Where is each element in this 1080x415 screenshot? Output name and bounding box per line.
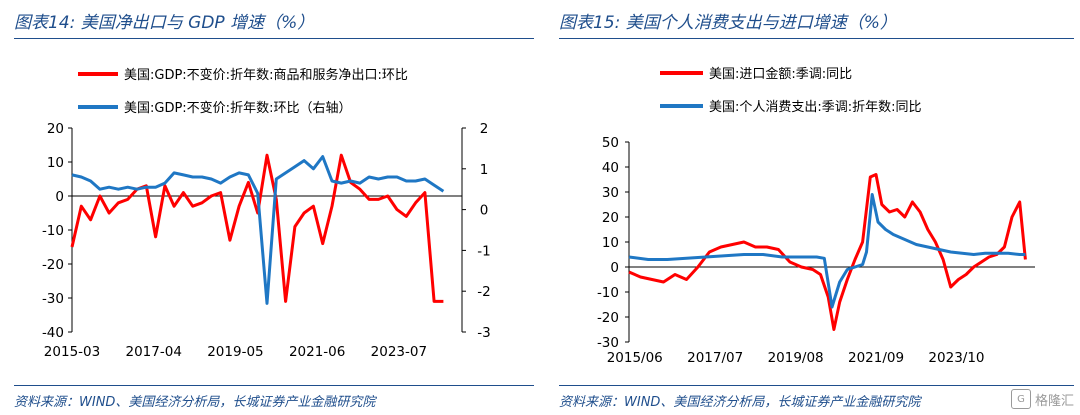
x-tick-label: 2019/08 (768, 350, 824, 366)
y-right-tick-label: 2 (480, 121, 489, 137)
y-tick-label: -10 (597, 285, 619, 301)
y-tick-label: 0 (610, 260, 619, 276)
gdp-growth-line (71, 155, 445, 305)
y-left-tick-label: -10 (42, 223, 64, 239)
y-tick-label: 30 (602, 185, 619, 201)
x-tick-label: 2017/07 (687, 350, 743, 366)
pce-yoy-line (628, 193, 1026, 309)
y-tick-label: 10 (602, 235, 619, 251)
right-source-divider (559, 385, 1074, 386)
right-chart-panel: 图表15: 美国个人消费支出与进口增速（%） 美国:进口金额:季调:同比美国:个… (545, 0, 1080, 415)
y-left-tick-label: 0 (55, 189, 64, 205)
legend-label: 美国:GDP:不变价:折年数:环比（右轴） (124, 100, 351, 116)
left-chart-title: 图表14: 美国净出口与 GDP 增速（%） (14, 13, 315, 33)
x-tick-label: 2021/09 (848, 350, 904, 366)
x-tick-label: 2021-06 (289, 344, 345, 360)
y-tick-label: 40 (602, 160, 619, 176)
y-left-tick-label: 20 (47, 121, 64, 137)
y-tick-label: 50 (602, 135, 619, 151)
y-right-tick-label: -1 (477, 243, 490, 259)
y-tick-label: -30 (597, 335, 619, 351)
left-source-divider (14, 385, 534, 386)
left-chart: 美国:GDP:不变价:折年数:商品和服务净出口:环比美国:GDP:不变价:折年数… (42, 67, 491, 360)
legend-label: 美国:个人消费支出:季调:折年数:同比 (709, 100, 922, 115)
imports-yoy-line (628, 173, 1027, 331)
y-right-tick-label: 1 (480, 162, 489, 178)
x-tick-label: 2023-07 (371, 344, 427, 360)
x-tick-label: 2015-03 (44, 344, 100, 360)
x-tick-label: 2019-05 (207, 344, 263, 360)
right-title-divider (559, 38, 1074, 39)
watermark-text: 格隆汇 (1034, 393, 1074, 409)
y-tick-label: -20 (597, 310, 619, 326)
y-left-tick-label: -20 (42, 257, 64, 273)
watermark-logo-icon: G (1010, 389, 1031, 409)
left-source-note: 资料来源：WIND、美国经济分析局，长城证券产业金融研究院 (14, 395, 376, 410)
left-chart-panel: 图表14: 美国净出口与 GDP 增速（%） 美国:GDP:不变价:折年数:商品… (14, 13, 534, 410)
y-right-tick-label: 0 (480, 203, 489, 219)
y-left-tick-label: -40 (42, 325, 64, 341)
y-tick-label: 20 (602, 210, 619, 226)
legend-label: 美国:GDP:不变价:折年数:商品和服务净出口:环比 (124, 67, 408, 83)
right-source-note: 资料来源：WIND、美国经济分析局，长城证券产业金融研究院 (559, 395, 921, 410)
net-exports-line (70, 153, 444, 303)
y-right-tick-label: -3 (477, 325, 490, 341)
left-title-divider (14, 38, 534, 39)
right-chart-title: 图表15: 美国个人消费支出与进口增速（%） (559, 13, 897, 33)
y-right-tick-label: -2 (477, 284, 490, 300)
legend-label: 美国:进口金额:季调:同比 (709, 66, 852, 82)
x-tick-label: 2023/10 (928, 350, 984, 366)
x-tick-label: 2015/06 (607, 350, 663, 366)
watermark: G 格隆汇 (1010, 388, 1074, 410)
y-left-tick-label: 10 (47, 155, 64, 171)
y-left-tick-label: -30 (42, 291, 64, 307)
x-tick-label: 2017-04 (126, 344, 182, 360)
